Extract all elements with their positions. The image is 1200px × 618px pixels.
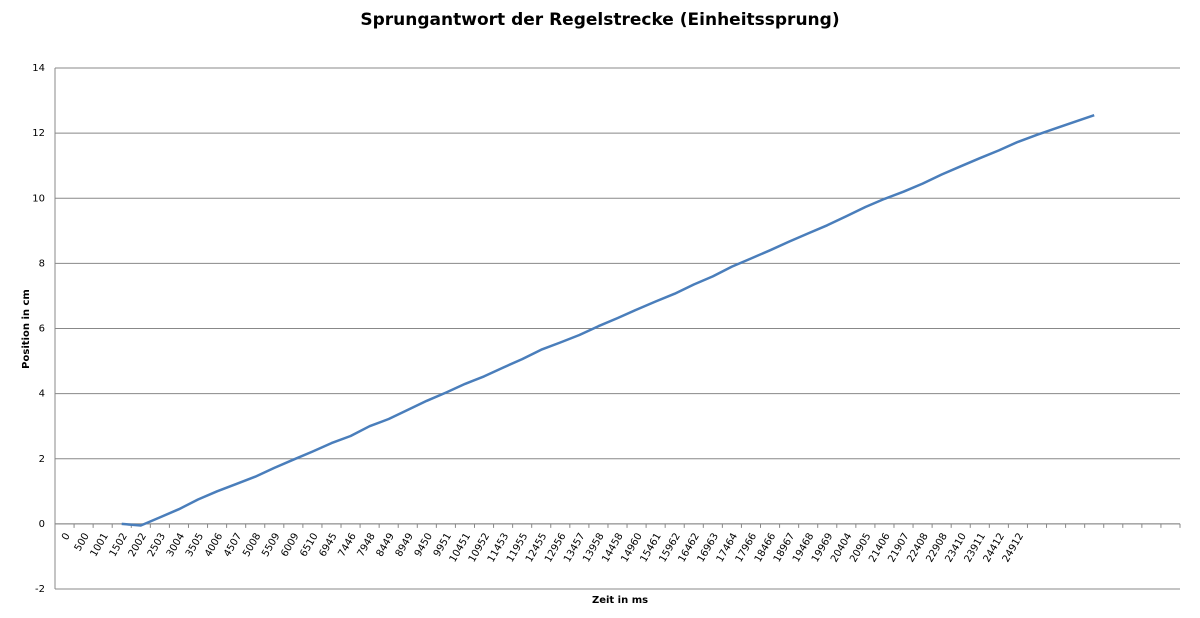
y-tick-label: 4 — [39, 389, 45, 400]
y-tick-label: 0 — [39, 519, 45, 530]
y-tick-label: -2 — [35, 584, 45, 595]
y-tick-label: 14 — [32, 63, 45, 74]
x-tick-label: 6510 — [298, 531, 320, 559]
x-tick-label: 4006 — [203, 531, 225, 559]
y-tick-label: 6 — [39, 324, 45, 335]
x-tick-label: 9450 — [413, 531, 435, 559]
y-tick-label: 10 — [32, 193, 45, 204]
x-tick-label: 6009 — [279, 531, 301, 559]
x-tick-label: 2002 — [127, 531, 149, 559]
x-tick-label: 1001 — [89, 531, 111, 559]
x-tick-label: 5509 — [260, 531, 282, 559]
x-tick-label: 8449 — [375, 531, 397, 559]
x-tick-label: 1502 — [108, 531, 130, 559]
x-tick-label: 3505 — [184, 531, 206, 559]
y-tick-label: 2 — [39, 454, 45, 465]
x-axis-title: Zeit in ms — [592, 595, 648, 606]
chart-title: Sprungantwort der Regelstrecke (Einheits… — [360, 10, 839, 30]
x-tick-label: 4507 — [222, 531, 244, 559]
x-tick-label: 0 — [60, 531, 73, 542]
y-tick-label: 8 — [39, 258, 45, 269]
x-tick-label: 500 — [73, 531, 92, 553]
y-axis-title: Position in cm — [21, 289, 32, 369]
x-tick-label: 3004 — [165, 531, 187, 559]
data-line — [121, 114, 1095, 527]
x-tick-label: 8949 — [394, 531, 416, 559]
x-tick-label: 7948 — [356, 531, 378, 559]
x-tick-label: 7446 — [336, 531, 358, 559]
y-tick-label: 12 — [32, 128, 45, 139]
x-tick-label: 5008 — [241, 531, 263, 559]
x-tick-label: 6945 — [317, 531, 339, 559]
x-tick-label: 2503 — [146, 531, 168, 559]
